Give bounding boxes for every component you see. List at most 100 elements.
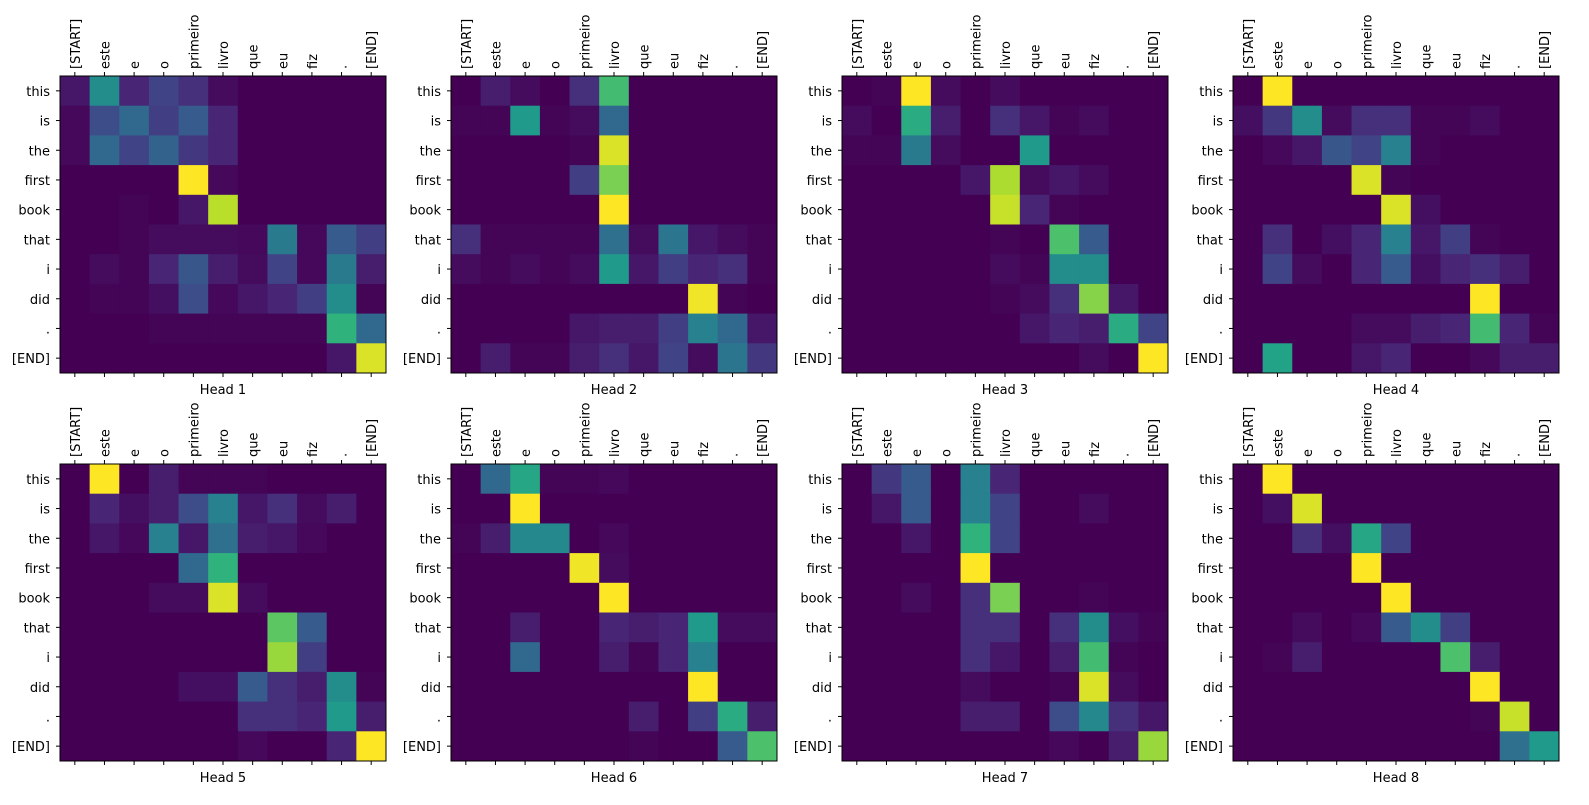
heatmap-cell	[628, 642, 659, 673]
heatmap-cell	[178, 671, 209, 703]
heatmap-cell	[148, 313, 180, 344]
x-tick-label: e	[910, 61, 925, 69]
heatmap-cell	[871, 283, 902, 315]
heatmap-cell	[510, 493, 541, 524]
heatmap-cell	[480, 523, 511, 554]
heatmap-cell	[1233, 313, 1264, 344]
x-tick-label: [START]	[1242, 407, 1257, 457]
heatmap-cell	[960, 194, 991, 225]
heatmap-cell	[717, 582, 748, 613]
heatmap-cell	[717, 224, 748, 255]
heatmap-cell	[1292, 612, 1323, 643]
x-tick-label: e	[910, 449, 925, 457]
heatmap-cell	[1351, 105, 1382, 136]
heatmap-cell	[1292, 254, 1323, 285]
heatmap-cell	[178, 76, 209, 107]
heatmap-cell	[178, 105, 209, 136]
heatmap-cell	[1410, 671, 1441, 703]
heatmap-cell	[599, 343, 630, 374]
x-tick-label: eu	[667, 441, 682, 457]
y-tick-label: i	[437, 263, 441, 278]
x-tick-label: eu	[1058, 441, 1073, 457]
y-tick-label: .	[437, 710, 441, 725]
heatmap-cell	[842, 671, 873, 703]
heatmap-cell	[688, 493, 719, 524]
heatmap-cell	[1292, 642, 1323, 673]
heatmap-cell	[178, 493, 209, 524]
x-tick-label: o	[158, 449, 173, 457]
heatmap-cell	[480, 224, 511, 255]
heatmap-cell	[1381, 523, 1412, 554]
heatmap-cell	[237, 76, 268, 107]
x-tick-label: e	[519, 449, 534, 457]
heatmap-cell	[1138, 105, 1169, 136]
heatmap-cell	[356, 194, 387, 225]
heatmap-cell	[930, 254, 962, 285]
y-tick-label: is	[40, 115, 51, 130]
heatmap-cell	[451, 671, 482, 703]
heatmap-cell	[1440, 553, 1471, 584]
y-tick-label: this	[1199, 85, 1223, 100]
heatmap-cell	[930, 582, 962, 613]
heatmap-cell	[60, 105, 91, 136]
heatmap-cell	[510, 105, 541, 136]
y-tick-label: first	[25, 562, 50, 577]
heatmap-cell	[990, 493, 1021, 524]
heatmap-cell	[480, 105, 511, 136]
heatmap-cell	[871, 343, 902, 374]
y-tick-label: .	[828, 710, 832, 725]
heatmap-cell	[1138, 493, 1169, 524]
y-tick-label: i	[437, 651, 441, 666]
heatmap-cell	[1470, 493, 1501, 524]
heatmap-cell	[842, 165, 873, 196]
x-tick-label: [START]	[851, 19, 866, 69]
heatmap-cell	[628, 612, 659, 643]
heatmap-cell	[539, 582, 571, 613]
heatmap-cell	[1321, 701, 1353, 732]
y-tick-label: the	[420, 144, 441, 159]
heatmap-cell	[208, 642, 239, 673]
heatmap-cell	[1019, 105, 1050, 136]
heatmap-cell	[1079, 582, 1110, 613]
heatmap-cell	[1138, 701, 1169, 732]
heatmap-cell	[1321, 224, 1353, 255]
heatmap-cell	[1381, 701, 1412, 732]
heatmap-cell	[1019, 671, 1050, 703]
y-tick-label: that	[415, 233, 441, 248]
heatmap-cell	[930, 283, 962, 315]
x-tick-label: o	[940, 61, 955, 69]
heatmap-cell	[1292, 194, 1323, 225]
heatmap-cell	[1262, 731, 1293, 762]
y-tick-label: first	[1198, 174, 1223, 189]
heatmap-cell	[688, 523, 719, 554]
heatmap-cell	[148, 642, 180, 673]
heatmap-panel: [START] este e o primeiro livro que eu fiz. [END]…	[403, 402, 778, 786]
heatmap-cell	[480, 731, 511, 762]
heatmap-cell	[930, 76, 962, 107]
heatmap-cell	[1108, 464, 1139, 495]
heatmap-cell	[658, 464, 689, 495]
y-tick-label: i	[46, 651, 50, 666]
heatmap-cell	[658, 523, 689, 554]
y-tick-label: [END]	[403, 352, 441, 367]
heatmap-cell	[717, 523, 748, 554]
heatmap-cell	[628, 283, 659, 315]
heatmap-cell	[1079, 464, 1110, 495]
y-tick-label: first	[1198, 562, 1223, 577]
heatmap-cell	[356, 701, 387, 732]
heatmap-cell	[1351, 612, 1382, 643]
x-tick-label: [START]	[460, 407, 475, 457]
x-tick-label: primeiro	[578, 14, 593, 69]
heatmap-cell	[990, 612, 1021, 643]
x-tick-label: [START]	[851, 407, 866, 457]
heatmap-cell	[930, 105, 962, 136]
heatmap-cell	[326, 283, 357, 315]
heatmap-cell	[1381, 224, 1412, 255]
heatmap-cell	[901, 165, 932, 196]
heatmap-cell	[569, 553, 600, 584]
heatmap-cell	[658, 553, 689, 584]
heatmap-cell	[930, 523, 962, 554]
heatmap-cell	[1262, 76, 1293, 107]
heatmap-cell	[871, 523, 902, 554]
heatmap-cell	[1262, 343, 1293, 374]
